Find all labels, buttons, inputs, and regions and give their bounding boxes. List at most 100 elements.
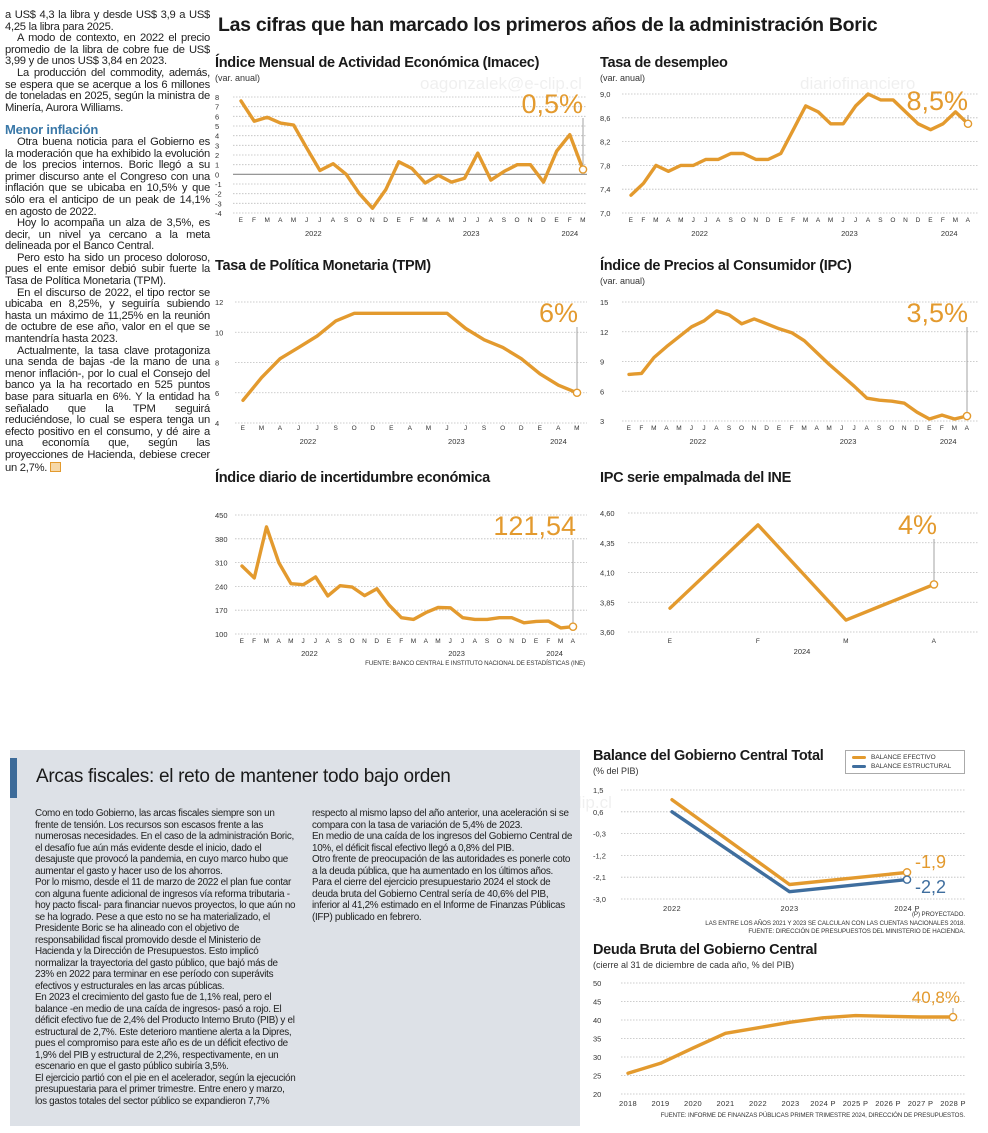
- x-tick-label: J: [305, 217, 309, 224]
- x-tick-label: E: [538, 425, 543, 432]
- chart-subtitle: (cierre al 31 de diciembre de cada año, …: [593, 960, 795, 970]
- y-tick-label: 4,35: [600, 539, 615, 548]
- paragraph: Para el cierre del ejercicio presupuesta…: [312, 877, 565, 923]
- x-tick-label: E: [629, 217, 634, 224]
- x-group-label: 2024: [794, 647, 811, 656]
- y-tick-label: 4,10: [600, 569, 615, 578]
- x-tick-label: 2019: [652, 1099, 670, 1108]
- x-tick-label: F: [940, 425, 944, 432]
- note: FUENTE: DIRECCIÓN DE PRESUPUESTOS DEL MI…: [748, 928, 965, 935]
- end-marker: [963, 119, 973, 129]
- x-tick-label: F: [410, 217, 414, 224]
- x-tick-label: A: [278, 217, 283, 224]
- x-group-label: 2024: [941, 229, 958, 238]
- x-tick-label: S: [333, 425, 338, 432]
- x-tick-label: M: [843, 638, 849, 645]
- x-tick-label: 2024 P: [810, 1099, 836, 1108]
- y-tick-label: 12: [215, 298, 223, 307]
- x-tick-label: O: [357, 217, 362, 224]
- x-tick-label: S: [482, 425, 487, 432]
- y-tick-label: -4: [215, 209, 222, 218]
- y-tick-label: 0,6: [593, 808, 603, 817]
- y-tick-label: 6: [215, 389, 219, 398]
- legend-item: BALANCE EFECTIVO: [852, 754, 936, 761]
- chart-title: Balance del Gobierno Central Total: [593, 748, 824, 764]
- x-tick-label: M: [676, 425, 682, 432]
- y-tick-label: 35: [593, 1035, 601, 1044]
- x-group-label: 2022: [305, 229, 322, 238]
- x-tick-label: S: [729, 217, 734, 224]
- chart-subtitle: (var. anual): [600, 276, 646, 286]
- end-marker: [962, 411, 972, 421]
- y-tick-label: 9,0: [600, 90, 610, 99]
- chart-plot: 12 10 8 6 4 E M A J J S O D E A M J J S O D E A M 2022 2023 2024 6%: [215, 298, 587, 446]
- x-group-label: 2023: [463, 229, 480, 238]
- x-tick-label: J: [463, 217, 467, 224]
- x-tick-label: S: [727, 425, 732, 432]
- x-tick-label: F: [790, 425, 794, 432]
- chart-desempleo: Tasa de desempleo (var. anual) 9,0 8,6 8,2 7,…: [600, 55, 985, 245]
- callout-value: 4%: [898, 510, 937, 540]
- x-tick-label: F: [568, 217, 572, 224]
- x-tick-label: J: [476, 217, 480, 224]
- x-tick-label: N: [902, 425, 907, 432]
- x-tick-label: A: [716, 217, 721, 224]
- y-tick-label: 12: [600, 328, 608, 337]
- paragraph: El ejercicio partió con el pie en el ace…: [35, 808, 569, 1107]
- x-tick-label: E: [777, 425, 782, 432]
- x-tick-label: 2018: [619, 1099, 637, 1108]
- x-tick-label: N: [903, 217, 908, 224]
- x-tick-label: A: [325, 638, 330, 645]
- x-tick-label: J: [692, 217, 696, 224]
- series-line: [241, 311, 579, 403]
- x-tick-label: J: [302, 638, 306, 645]
- series-line: [670, 810, 909, 894]
- y-tick-label: 8: [215, 359, 219, 368]
- x-tick-label: M: [574, 425, 580, 432]
- x-tick-label: 2021: [717, 1099, 735, 1108]
- y-tick-label: 450: [215, 511, 228, 520]
- y-tick-label: 4: [215, 132, 219, 141]
- y-tick-label: 40: [593, 1016, 601, 1025]
- x-tick-label: M: [580, 217, 586, 224]
- x-tick-label: A: [276, 638, 281, 645]
- paragraph: En medio de una caída de los ingresos de…: [312, 831, 573, 854]
- x-tick-label: S: [877, 425, 882, 432]
- x-tick-label: A: [865, 425, 870, 432]
- x-tick-label: E: [389, 425, 394, 432]
- x-tick-label: A: [966, 217, 971, 224]
- y-tick-label: 45: [593, 998, 601, 1007]
- x-tick-label: M: [422, 217, 428, 224]
- y-tick-label: 8,2: [600, 138, 610, 147]
- x-tick-label: A: [424, 638, 429, 645]
- x-tick-label: O: [889, 425, 894, 432]
- y-tick-label: 7,4: [600, 185, 610, 194]
- x-tick-label: 2028 P: [940, 1099, 966, 1108]
- x-tick-label: A: [816, 217, 821, 224]
- y-tick-label: 25: [593, 1072, 601, 1081]
- y-tick-label: 5: [215, 122, 219, 131]
- chart-incertidumbre: Índice diario de incertidumbre económica…: [215, 470, 590, 665]
- series-line: [627, 309, 969, 421]
- callout-value: -1,9: [915, 852, 946, 872]
- x-tick-label: D: [519, 425, 524, 432]
- x-tick-label: J: [840, 425, 844, 432]
- chart-plot: 1,5 0,6 -0,3 -1,2 -2,1 -3,0 2022 2023 2024 P -1,9…: [593, 786, 965, 913]
- series-line: [629, 92, 970, 197]
- accent-bar: [10, 758, 17, 798]
- y-tick-label: 170: [215, 606, 228, 615]
- chart-subtitle: (var. anual): [600, 73, 646, 83]
- x-tick-label: M: [678, 217, 684, 224]
- y-tick-label: 3: [215, 141, 219, 150]
- chart-plot: 50 45 40 35 30 25 20 2018 2019 2020 2021 2022 2023 20…: [593, 979, 966, 1108]
- end-marker: [902, 875, 912, 884]
- y-tick-label: 100: [215, 630, 228, 639]
- chart-notes: (P) PROYECTADO. LAS ENTRE LOS AÑOS 2021 …: [600, 911, 965, 937]
- chart-balance: Balance del Gobierno Central Total (% del…: [593, 748, 978, 943]
- x-tick-label: D: [383, 217, 388, 224]
- x-tick-label: J: [464, 425, 468, 432]
- x-group-label: 2022: [301, 649, 318, 658]
- x-tick-label: A: [556, 425, 561, 432]
